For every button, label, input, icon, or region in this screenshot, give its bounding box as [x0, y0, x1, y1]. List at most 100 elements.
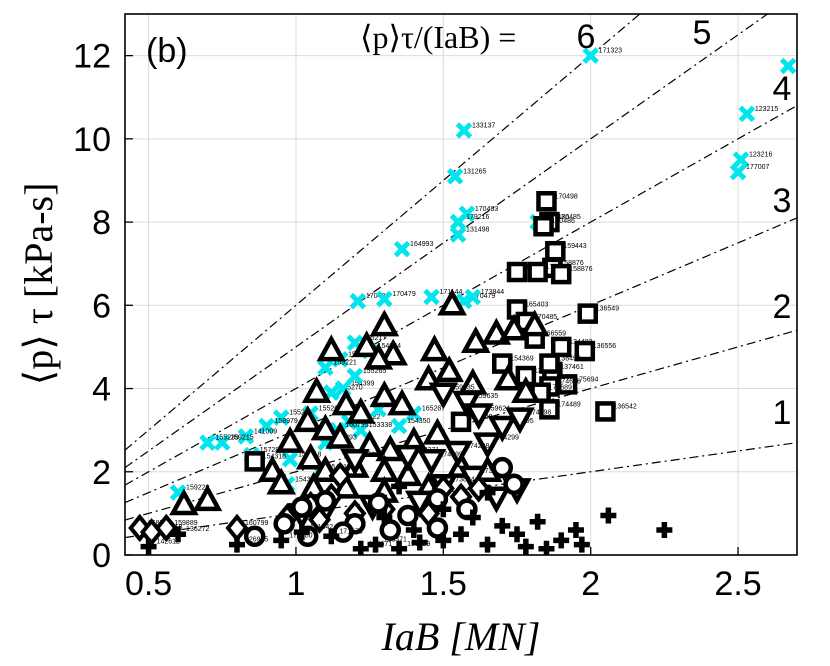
data-point-x-cross: [199, 434, 216, 451]
shot-number-label: 133137: [472, 123, 495, 130]
shot-number-label: 136542: [613, 403, 636, 410]
data-point-triangle-up: [369, 309, 400, 337]
shot-number-label: 136556: [593, 343, 616, 350]
shot-number-label: 159635: [451, 385, 474, 392]
shot-number-label: 136272: [186, 526, 209, 533]
shot-number-label: 171323: [599, 48, 622, 55]
shot-number-label: 174689: [549, 385, 572, 392]
data-point-triangle-down: [443, 440, 473, 468]
data-point-square: [550, 263, 572, 285]
shot-number-label: 165217: [363, 335, 386, 342]
tick-labels: 0.5 1 1.5 2 2.5 0 2 4 6 8 10 12: [73, 38, 762, 603]
data-point-square: [595, 401, 616, 422]
data-point-triangle-down: [404, 490, 435, 518]
data-point-triangle-up: [363, 342, 394, 370]
data-point-x-cross: [464, 288, 482, 306]
shot-number-label: 160795: [345, 422, 368, 429]
data-point-plus: [529, 513, 546, 530]
shot-number-label: 166559: [543, 331, 566, 338]
shot-number-label: 173824: [451, 476, 474, 483]
data-point-plus: [517, 538, 534, 555]
data-point-triangle-up: [345, 396, 376, 424]
shot-number-label: 174671: [363, 451, 386, 458]
data-point-triangle-up: [437, 288, 467, 316]
data-point-plus: [391, 478, 408, 495]
data-point-x-cross: [346, 367, 364, 385]
data-point-x-cross: [729, 163, 747, 181]
data-point-square: [577, 303, 598, 324]
shot-number-label: 154318: [295, 476, 318, 483]
panel-label: (b): [146, 32, 188, 70]
y-axis-label: ⟨p⟩ τ [kPa-s]: [16, 183, 61, 386]
shot-number-label: 159215: [230, 435, 253, 442]
data-point-square: [506, 261, 528, 283]
data-point-plus: [494, 517, 511, 534]
data-point-triangle-up: [499, 313, 529, 341]
data-point-x-cross: [446, 168, 464, 185]
shot-number-label: 154399: [351, 381, 374, 388]
shot-number-label: 126935: [245, 537, 268, 544]
x-tick-label: 1: [286, 565, 305, 603]
data-point-x-cross: [738, 105, 756, 123]
shot-number-label: 174299: [440, 451, 463, 458]
shot-number-label: 142612: [157, 539, 180, 546]
shot-number-label: 158876: [560, 260, 583, 267]
data-point-triangle-up: [310, 413, 341, 441]
data-point-diamond: [328, 461, 352, 491]
shot-number-label: 154350: [407, 418, 430, 425]
data-point-plus: [352, 540, 369, 555]
data-point-plus: [553, 532, 570, 549]
data-point-triangle-up: [316, 334, 347, 362]
data-point-x-cross: [449, 213, 467, 231]
data-point-square: [539, 353, 560, 374]
data-point-x-cross: [352, 421, 370, 439]
shot-number-label: 170486: [552, 218, 575, 225]
shot-number-label: 123216: [749, 152, 772, 159]
data-point-triangle-down: [452, 390, 482, 418]
reference-line-labels: 1 2 3 4 5 6: [577, 14, 792, 432]
data-point-triangle-down: [505, 407, 535, 435]
data-point-triangle-up: [511, 376, 541, 403]
data-point-triangle-up: [292, 405, 323, 433]
shot-number-label: 159443: [563, 243, 586, 250]
shot-number-label: 131265: [463, 168, 486, 175]
data-point-triangle-up: [301, 376, 332, 403]
shot-number-label: 157289: [260, 447, 283, 454]
data-point-x-cross: [376, 290, 393, 308]
data-point-triangle-up: [295, 442, 326, 470]
shot-number-label: 136549: [596, 306, 619, 313]
data-point-plus: [600, 507, 617, 524]
data-point-circle: [314, 490, 337, 512]
data-point-x-cross: [423, 288, 440, 306]
shot-number-label: 137461: [560, 364, 583, 371]
data-point-square: [450, 411, 472, 433]
reference-line-label-2: 2: [773, 288, 792, 326]
data-point-square: [550, 336, 572, 358]
reference-line-1: [125, 442, 797, 539]
shot-number-label: 131498: [466, 227, 489, 234]
shot-number-label: 159624: [487, 406, 510, 413]
data-point-x-cross: [582, 47, 599, 64]
shot-number-label: 153371: [384, 537, 407, 544]
reference-line-5: [125, 14, 769, 469]
reference-line-6: [125, 14, 641, 451]
shot-number-label: 159889: [174, 520, 197, 527]
shot-number-label: 174299: [496, 435, 519, 442]
x-tick-label: 0.5: [125, 565, 172, 603]
data-point-plus: [170, 526, 187, 543]
data-point-plus: [411, 534, 428, 551]
data-point-plus: [323, 528, 340, 545]
y-tick-label: 8: [92, 204, 111, 242]
shot-number-label: 174686: [557, 378, 580, 385]
data-point-x-cross: [258, 417, 275, 435]
y-tick-label: 6: [92, 287, 111, 325]
reference-line-3: [125, 217, 797, 504]
data-point-circle: [426, 517, 449, 539]
data-point-plus: [479, 536, 496, 553]
data-point-triangle-up: [393, 459, 423, 487]
shot-number-label: 171676: [339, 528, 362, 535]
data-point-circle: [491, 456, 514, 479]
data-point-triangle-down: [340, 449, 370, 476]
